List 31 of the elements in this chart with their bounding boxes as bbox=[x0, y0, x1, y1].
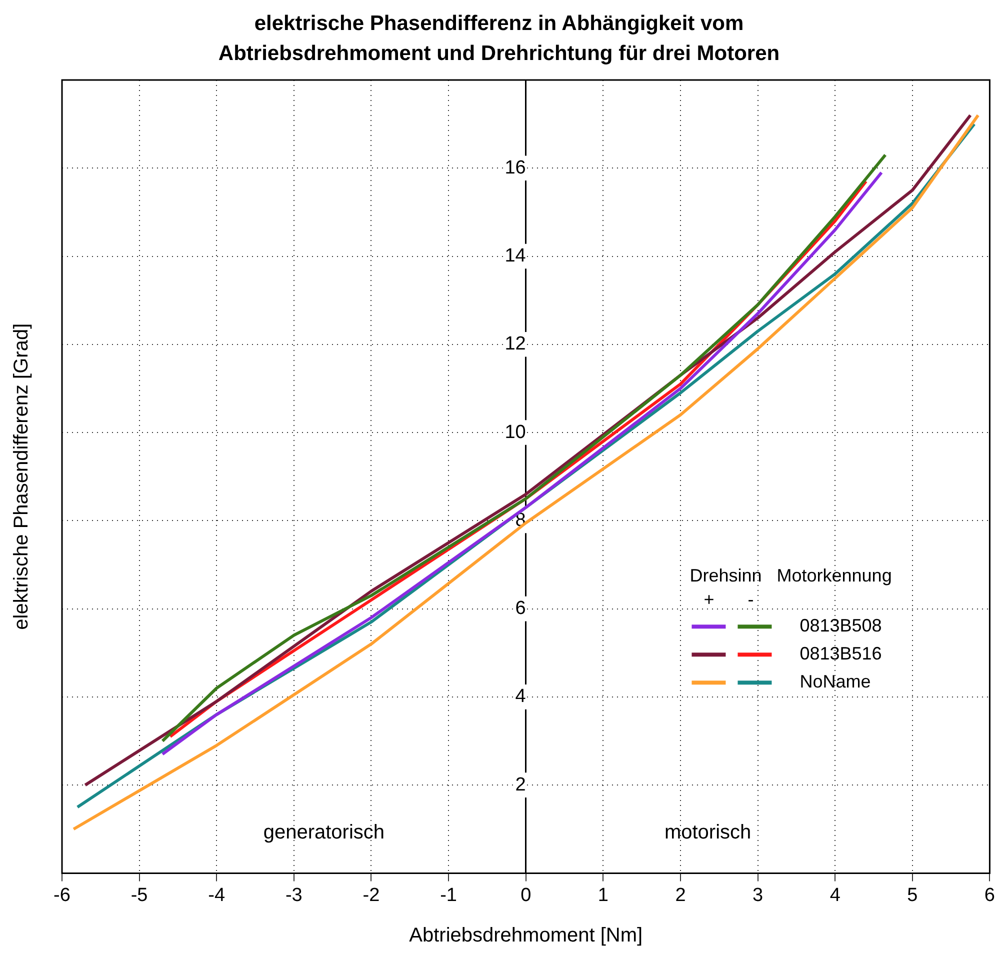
x-tick-label: 1 bbox=[598, 884, 608, 906]
x-tick-label: -2 bbox=[362, 884, 380, 906]
y-tick-label: 2 bbox=[515, 774, 526, 796]
legend-label: 0813B508 bbox=[800, 616, 882, 636]
x-tick-label: 6 bbox=[984, 884, 996, 906]
y-axis-title: elektrische Phasendifferenz [Grad] bbox=[10, 323, 33, 630]
chart-title: elektrische Phasendifferenz in Abhängigkeit vom Abtriebsdrehmoment und Drehrichtung für drei Motoren bbox=[218, 12, 780, 65]
y-tick-label: 12 bbox=[504, 334, 526, 355]
x-tick-label: -4 bbox=[208, 884, 226, 906]
x-tick-label: 5 bbox=[907, 884, 918, 906]
legend-label: NoName bbox=[800, 672, 871, 692]
annotation: - bbox=[748, 590, 754, 610]
x-tick-label: 2 bbox=[675, 884, 686, 906]
legend-label: 0813B516 bbox=[800, 644, 882, 664]
x-tick-label: -3 bbox=[285, 884, 302, 906]
x-tick-label: -5 bbox=[130, 884, 148, 906]
y-tick-label: 4 bbox=[515, 686, 526, 708]
y-tick-label: 6 bbox=[515, 598, 526, 620]
x-tick-label: 3 bbox=[752, 884, 764, 906]
annotation: + bbox=[704, 590, 714, 610]
y-tick-label: 14 bbox=[504, 246, 526, 266]
x-axis-title: Abtriebsdrehmoment [Nm] bbox=[409, 924, 643, 947]
x-tick-label: 0 bbox=[520, 884, 532, 906]
annotation: motorisch bbox=[664, 822, 752, 844]
x-tick-label: -1 bbox=[440, 884, 457, 906]
y-tick-label: 10 bbox=[504, 422, 526, 443]
x-tick-label: 4 bbox=[830, 884, 841, 906]
legend-title: Drehsinn Motorkennung bbox=[690, 566, 892, 586]
y-tick-label: 16 bbox=[504, 157, 526, 178]
annotation: generatorisch bbox=[263, 822, 385, 844]
x-tick-label: -6 bbox=[54, 884, 70, 906]
